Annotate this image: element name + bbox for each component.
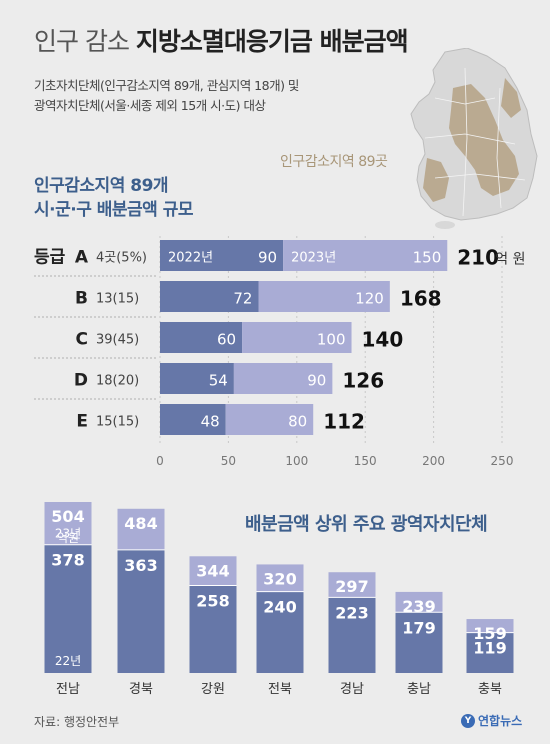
bar-23 [117,508,165,550]
value-label-22: 119 [473,639,506,658]
total-label: 112 [323,410,365,434]
hchart-title-1: 인구감소지역 89개 [34,176,169,196]
subtitle-line-1: 기초자치단체(인구감소지역 89개, 관심지역 18개) 및 [34,78,299,93]
x-tick-label: 150 [354,454,377,468]
total-label: 140 [362,328,404,352]
grade-count: 15(15) [96,415,139,430]
yonhap-logo: Y 연합뉴스 [461,712,522,729]
value-label-2023: 90 [307,372,326,390]
bar-2022 [160,363,234,394]
bar-2022 [160,322,243,353]
x-tick-label: 100 [285,454,308,468]
value-label-2023: 80 [288,413,307,431]
grade-label: C [76,330,88,350]
bar-2023 [283,240,448,271]
region-label: 경북 [129,682,153,697]
bar-22 [189,585,237,673]
total-value-label: 239 [402,597,435,616]
series-label-22: 22년 [55,654,81,668]
value-label-2022: 60 [217,331,236,349]
korea-map-icon [410,48,538,229]
region-label: 전남 [56,682,80,697]
value-label-22: 223 [335,603,368,622]
logo-name: 연합뉴스 [478,714,523,728]
value-label-2022: 90 [258,249,277,267]
grade-label: D [74,371,88,391]
total-value-label: 504 [51,507,84,526]
value-label-2023: 120 [355,290,384,308]
bar-23 [189,556,237,586]
grade-count: 13(15) [96,292,139,307]
total-label: 168 [400,287,442,311]
bar-23 [44,501,92,545]
bar-2023 [258,281,390,312]
value-label-2022: 72 [233,290,252,308]
total-unit-label: 억원 [57,531,79,545]
x-tick-label: 250 [491,454,514,468]
bar-23 [328,572,376,598]
grade-count: 18(20) [96,374,139,389]
region-label: 충남 [407,682,431,697]
x-tick-label: 50 [221,454,236,468]
value-label-2023: 150 [413,249,442,267]
bar-2022 [160,404,226,435]
title-bold: 지방소멸대응기금 배분금액 [135,27,409,56]
grade-label: A [75,248,89,268]
source-note: 자료: 행정안전부 [34,715,120,729]
bar-22 [328,597,376,673]
value-label-2023: 100 [317,331,346,349]
total-value-label: 484 [124,514,157,533]
grade-prefix: 등급 [34,248,66,268]
series-label-2022: 2022년 [168,251,213,266]
value-label-2022: 54 [209,372,228,390]
x-tick-label: 200 [422,454,445,468]
bar-22 [466,632,514,673]
value-label-22: 363 [124,556,157,575]
value-label-22: 378 [51,551,84,570]
region-label: 전북 [268,682,292,697]
series-label-2023: 2023년 [291,251,336,266]
bar-2022 [160,240,284,271]
total-value-label: 297 [335,577,368,596]
region-label: 강원 [201,682,225,697]
bar-22 [256,591,304,673]
subtitle-line-2: 광역자치단체(서울·세종 제외 15개 시·도) 대상 [34,98,266,113]
value-label-22: 258 [196,591,229,610]
total-label: 126 [342,369,384,393]
bar-22 [395,612,443,673]
page-title: 인구 감소 지방소멸대응기금 배분금액 [34,22,409,58]
region-label: 경남 [340,682,364,697]
grade-count: 4곳(5%) [96,251,147,266]
map-label: 인구감소지역 89곳 [280,154,388,170]
value-label-22: 179 [402,618,435,637]
bar-22 [117,549,165,673]
grade-label: E [76,412,88,432]
vchart-title: 배분금액 상위 주요 광역자치단체 [245,514,488,535]
total-unit: 억 원 [495,252,525,268]
total-value-label: 320 [263,569,296,588]
total-value-label: 159 [473,624,506,643]
region-label: 충북 [478,682,502,697]
bar-2023 [225,404,314,435]
total-label: 210 [457,246,499,270]
value-label-2022: 48 [201,413,220,431]
hchart-title-2: 시·군·구 배분금액 규모 [34,200,194,220]
series-label-23: 23년 [55,527,81,541]
bar-2023 [233,363,333,394]
value-label-22: 240 [263,598,296,617]
bar-23 [256,564,304,592]
bar-2023 [242,322,352,353]
bar-22 [44,544,92,673]
grade-count: 39(45) [96,333,139,348]
grade-bar-chart: 0 50 100 150 200 250 등급 A 4곳(5%) 2022년 2023년 90 150 2… [34,236,525,468]
total-value-label: 344 [196,561,229,580]
title-light: 인구 감소 [34,27,130,56]
bar-23 [466,619,514,633]
logo-mark: Y [461,713,475,728]
bar-23 [395,591,443,613]
grade-label: B [75,289,88,309]
x-tick-label: 0 [156,454,164,468]
bar-2022 [160,281,259,312]
